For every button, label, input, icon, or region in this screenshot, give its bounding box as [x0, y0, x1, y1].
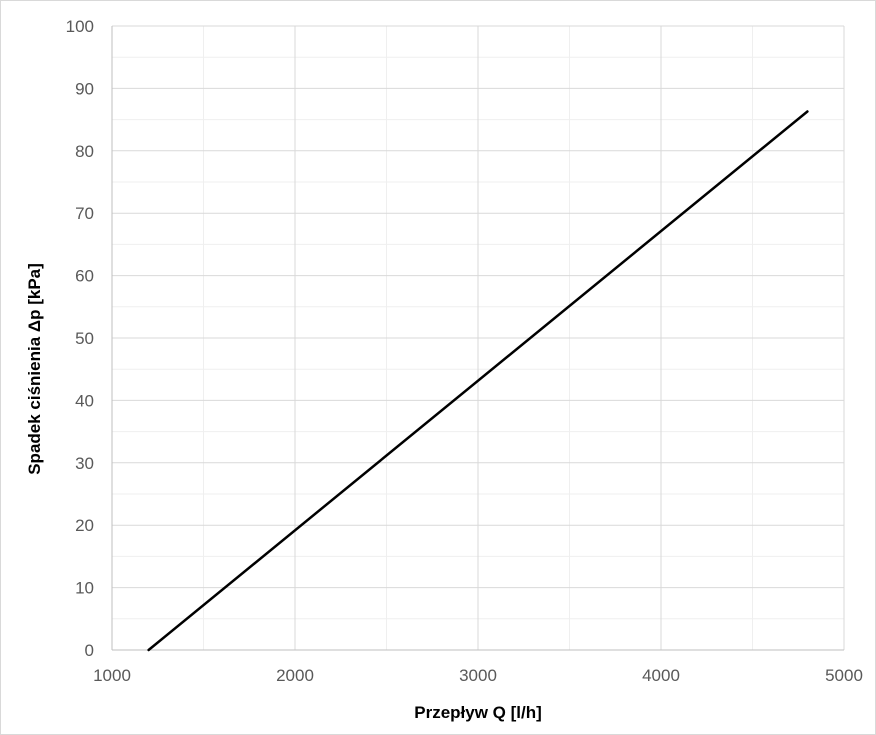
- y-tick-label: 40: [75, 391, 94, 410]
- series-layer: [147, 110, 809, 652]
- y-axis-title: Spadek ciśnienia Δp [kPa]: [25, 263, 44, 475]
- x-tick-label: 5000: [825, 666, 863, 685]
- axes: [111, 26, 844, 651]
- x-axis-title: Przepływ Q [l/h]: [414, 703, 542, 722]
- y-tick-label: 20: [75, 516, 94, 535]
- x-tick-label: 4000: [642, 666, 680, 685]
- y-tick-label: 80: [75, 142, 94, 161]
- y-tick-label: 70: [75, 204, 94, 223]
- y-tick-label: 50: [75, 329, 94, 348]
- major-grid: [111, 25, 845, 651]
- y-tick-label: 90: [75, 79, 94, 98]
- y-tick-labels: 0 10 20 30 40 50 60 70 80 90 100: [66, 17, 94, 660]
- x-tick-labels: 1000 2000 3000 4000 5000: [93, 666, 863, 685]
- y-tick-label: 60: [75, 267, 94, 286]
- y-tick-label: 10: [75, 579, 94, 598]
- y-tick-label: 0: [85, 641, 94, 660]
- series-line: [147, 110, 809, 652]
- x-tick-label: 2000: [276, 666, 314, 685]
- y-tick-label: 100: [66, 17, 94, 36]
- y-tick-label: 30: [75, 454, 94, 473]
- x-tick-label: 3000: [459, 666, 497, 685]
- x-tick-label: 1000: [93, 666, 131, 685]
